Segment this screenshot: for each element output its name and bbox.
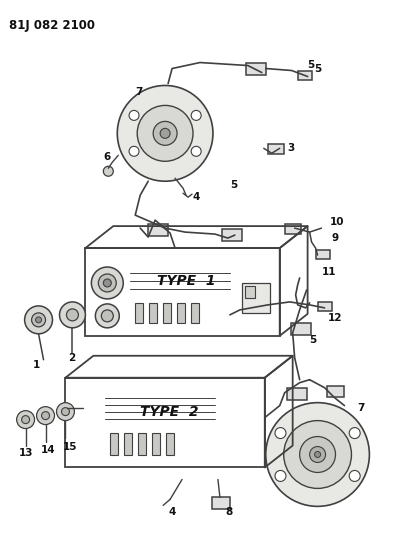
- Circle shape: [300, 437, 335, 472]
- Circle shape: [275, 471, 286, 481]
- Bar: [285, 224, 301, 234]
- Bar: [242, 283, 270, 313]
- Bar: [177, 303, 185, 323]
- Text: 14: 14: [40, 445, 55, 455]
- Bar: [124, 433, 132, 455]
- Text: 6: 6: [103, 152, 110, 162]
- Circle shape: [153, 122, 177, 146]
- Text: TYPE  2: TYPE 2: [140, 405, 198, 419]
- Circle shape: [32, 313, 46, 327]
- Text: 15: 15: [63, 441, 77, 451]
- Bar: [298, 70, 312, 80]
- Circle shape: [103, 279, 111, 287]
- Bar: [110, 433, 118, 455]
- Circle shape: [349, 471, 360, 481]
- Circle shape: [191, 110, 201, 120]
- Circle shape: [91, 267, 123, 299]
- Text: 13: 13: [19, 448, 33, 457]
- Bar: [222, 229, 242, 241]
- Bar: [218, 308, 236, 319]
- Text: TYPE  1: TYPE 1: [157, 274, 216, 288]
- Circle shape: [61, 408, 69, 416]
- Bar: [149, 303, 157, 323]
- Circle shape: [266, 402, 369, 506]
- Text: 5: 5: [310, 335, 317, 345]
- Circle shape: [117, 85, 213, 181]
- Circle shape: [36, 407, 55, 425]
- Text: 11: 11: [322, 267, 336, 277]
- Bar: [166, 433, 174, 455]
- Bar: [212, 497, 230, 510]
- Circle shape: [103, 166, 113, 176]
- Circle shape: [57, 402, 74, 421]
- Circle shape: [284, 421, 352, 488]
- Text: 5: 5: [230, 180, 237, 190]
- Bar: [287, 387, 307, 400]
- Text: 9: 9: [331, 233, 339, 243]
- Circle shape: [349, 427, 360, 439]
- Circle shape: [191, 147, 201, 156]
- Text: 8: 8: [225, 507, 232, 518]
- Circle shape: [17, 410, 34, 429]
- Text: 12: 12: [327, 313, 342, 323]
- Bar: [318, 302, 331, 311]
- Bar: [268, 144, 284, 154]
- Bar: [327, 386, 345, 397]
- Text: 5: 5: [308, 60, 315, 69]
- Bar: [291, 323, 310, 335]
- Circle shape: [95, 304, 119, 328]
- Circle shape: [36, 317, 42, 323]
- Circle shape: [129, 147, 139, 156]
- Circle shape: [275, 427, 286, 439]
- Text: 81J 082 2100: 81J 082 2100: [9, 19, 95, 31]
- Bar: [138, 433, 146, 455]
- Circle shape: [137, 106, 193, 161]
- Text: 7: 7: [135, 87, 143, 98]
- Text: 10: 10: [329, 217, 344, 227]
- Text: 5: 5: [314, 63, 322, 74]
- Circle shape: [129, 110, 139, 120]
- Circle shape: [160, 128, 170, 139]
- Bar: [65, 378, 265, 467]
- Text: 4: 4: [168, 507, 175, 518]
- Text: 7: 7: [358, 402, 365, 413]
- Circle shape: [314, 451, 321, 457]
- Bar: [191, 303, 199, 323]
- Bar: [245, 286, 255, 298]
- Bar: [246, 62, 266, 75]
- Text: 4: 4: [192, 192, 200, 202]
- Text: 3: 3: [287, 143, 295, 154]
- Text: 2: 2: [69, 353, 76, 363]
- Circle shape: [59, 302, 86, 328]
- Bar: [148, 224, 168, 236]
- Bar: [86, 248, 280, 336]
- Bar: [163, 303, 171, 323]
- Bar: [152, 433, 160, 455]
- Circle shape: [101, 310, 113, 322]
- Text: 1: 1: [32, 360, 40, 370]
- Circle shape: [67, 309, 78, 321]
- Circle shape: [22, 416, 30, 424]
- Circle shape: [98, 274, 116, 292]
- Circle shape: [42, 411, 50, 419]
- Bar: [316, 250, 329, 259]
- Circle shape: [310, 447, 326, 463]
- Circle shape: [25, 306, 53, 334]
- Bar: [135, 303, 143, 323]
